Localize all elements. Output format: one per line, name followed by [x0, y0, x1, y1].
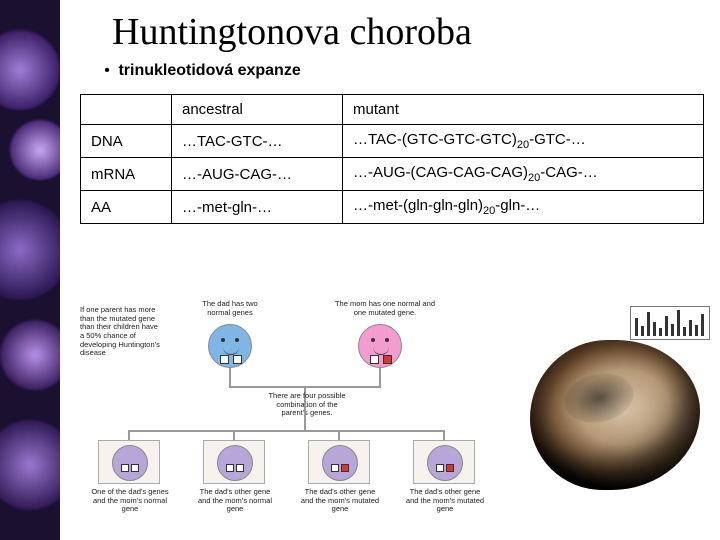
child-caption: The dad's other gene and the mom's mutat…	[300, 488, 380, 514]
cell-mutant: …-met-(gln-gln-gln)20-gln-…	[343, 191, 704, 224]
mid-label: There are four possible combination of t…	[266, 392, 348, 418]
cell-mutant: …-AUG-(CAG-CAG-CAG)20-CAG-…	[343, 158, 704, 191]
table-row: AA …-met-gln-… …-met-(gln-gln-gln)20-gln…	[81, 191, 704, 224]
dad-icon	[208, 324, 252, 368]
bullet-dot: •	[100, 62, 114, 80]
slide-title: Huntingtonova choroba	[112, 10, 720, 54]
header-ancestral: ancestral	[172, 95, 343, 125]
mom-icon	[358, 324, 402, 368]
bullet-text: trinukleotidová expanze	[118, 62, 300, 79]
cell-mutant: …TAC-(GTC-GTC-GTC)20-GTC-…	[343, 125, 704, 158]
dad-label: The dad has two normal genes	[190, 300, 270, 317]
header-mutant: mutant	[343, 95, 704, 125]
cell-ancestral: …-AUG-CAG-…	[172, 158, 343, 191]
child-caption: The dad's other gene and the mom's mutat…	[405, 488, 485, 514]
bullet-line: • trinukleotidová expanze	[100, 62, 720, 80]
row-label: DNA	[81, 125, 172, 158]
mom-label: The mom has one normal and one mutated g…	[330, 300, 440, 317]
child-caption: One of the dad's genes and the mom's nor…	[90, 488, 170, 514]
row-label: AA	[81, 191, 172, 224]
table-row: ancestral mutant	[81, 95, 704, 125]
row-label: mRNA	[81, 158, 172, 191]
table-row: DNA …TAC-GTC-… …TAC-(GTC-GTC-GTC)20-GTC-…	[81, 125, 704, 158]
pedigree-diagram: If one parent has more than the mutated …	[80, 300, 500, 520]
child-box	[413, 440, 475, 484]
child-caption: The dad's other gene and the mom's norma…	[195, 488, 275, 514]
cell-ancestral: …TAC-GTC-…	[172, 125, 343, 158]
pedigree-note: If one parent has more than the mutated …	[80, 306, 160, 358]
figure-area: If one parent has more than the mutated …	[80, 300, 720, 520]
slide: Huntingtonova choroba • trinukleotidová …	[0, 0, 720, 540]
child-box	[308, 440, 370, 484]
child-box	[203, 440, 265, 484]
side-photo-strip	[0, 0, 60, 540]
header-blank	[81, 95, 172, 125]
sequence-table: ancestral mutant DNA …TAC-GTC-… …TAC-(GT…	[80, 94, 704, 224]
brain-figure	[510, 300, 720, 510]
slide-content: Huntingtonova choroba • trinukleotidová …	[60, 0, 720, 540]
brain-icon	[530, 340, 700, 490]
table-row: mRNA …-AUG-CAG-… …-AUG-(CAG-CAG-CAG)20-C…	[81, 158, 704, 191]
gel-barcode	[630, 306, 710, 340]
child-box	[98, 440, 160, 484]
cell-ancestral: …-met-gln-…	[172, 191, 343, 224]
